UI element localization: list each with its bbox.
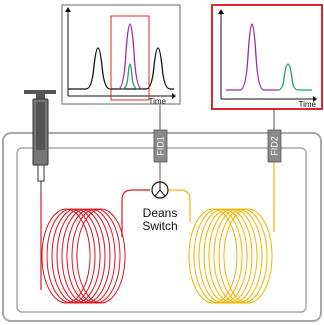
- chrom1-black-trace: [68, 47, 174, 90]
- detector-icon: [153, 103, 168, 163]
- switch-label-line1: Deans: [143, 206, 178, 220]
- heart-cut-window: [110, 15, 150, 101]
- chromatogram-2-panel: Time: [211, 4, 323, 110]
- detector-2-icon: [267, 108, 282, 163]
- chrom2-x-arrow: [313, 96, 317, 102]
- valve-icon: [151, 181, 169, 199]
- switch-to-column2-line: [169, 189, 191, 222]
- chrom1-purple-peak: [117, 23, 143, 90]
- chrom1-x-arrow: [172, 93, 176, 99]
- coil-column-2-icon: [188, 208, 273, 304]
- fid2-label: FID2: [270, 136, 280, 156]
- chrom2-y-arrow: [218, 9, 224, 14]
- syringe-icon: [24, 90, 56, 194]
- coil-column-icon: [41, 208, 126, 304]
- chrom1-x-label: Time: [149, 97, 167, 106]
- chromatogram-1-panel: Time: [61, 4, 181, 106]
- switch-label-line2: Switch: [142, 219, 177, 233]
- chrom2-green-peak: [277, 63, 312, 91]
- column1-to-switch-line: [121, 189, 150, 237]
- fid1-label: FID1: [156, 136, 166, 156]
- chrom1-y-arrow: [65, 7, 71, 12]
- chrom2-x-label: Time: [299, 100, 317, 109]
- chrom1-green-peak: [121, 63, 139, 90]
- chrom2-purple-peak: [226, 23, 278, 91]
